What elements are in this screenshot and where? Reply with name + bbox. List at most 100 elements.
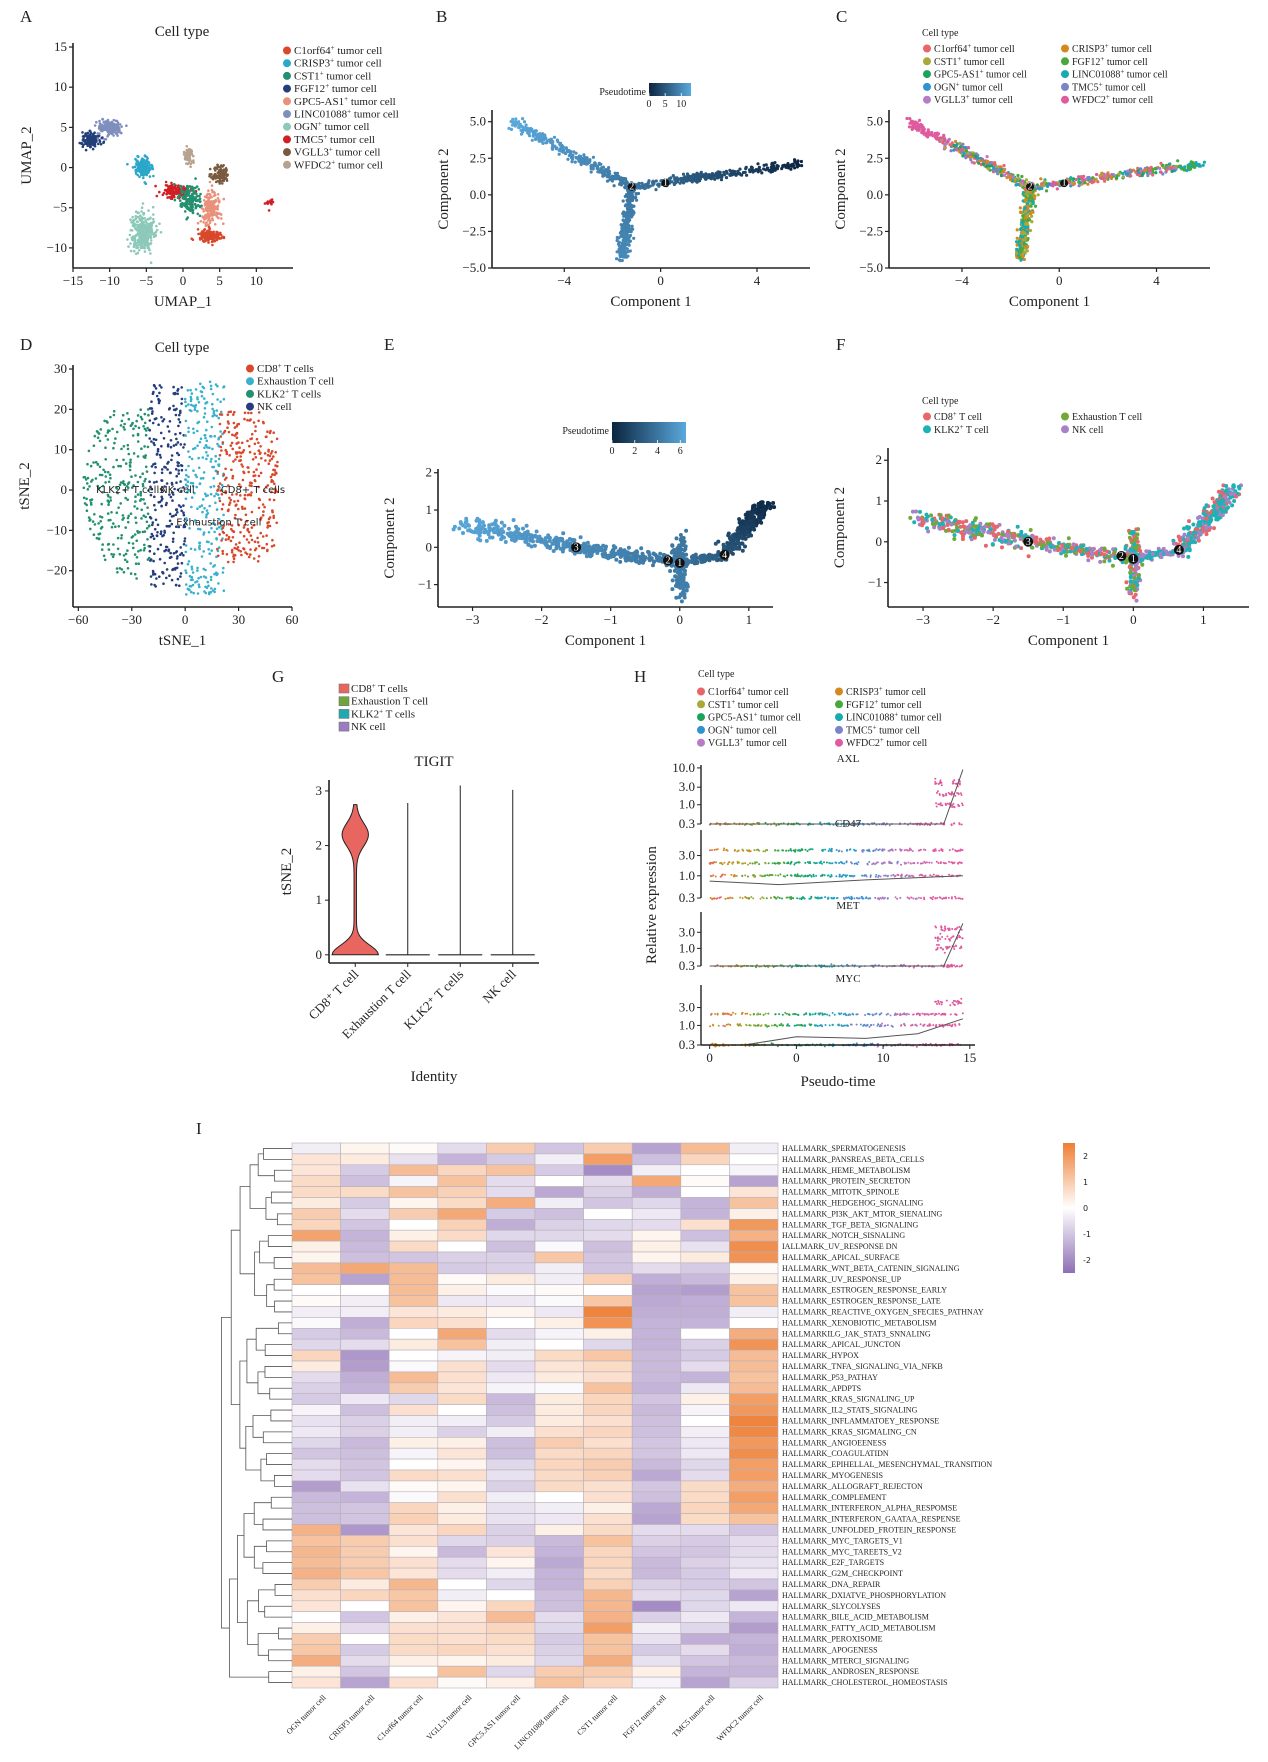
data-point <box>266 548 269 552</box>
data-point <box>152 174 155 178</box>
data-point <box>205 428 208 432</box>
data-point <box>530 138 534 142</box>
legend-swatch <box>1061 82 1069 91</box>
data-point <box>270 480 273 484</box>
data-point <box>214 169 217 172</box>
data-point <box>195 195 198 198</box>
data-point <box>205 439 209 443</box>
data-point <box>536 135 540 139</box>
data-point <box>1033 204 1038 208</box>
data-point <box>178 584 181 587</box>
data-point <box>196 397 199 401</box>
data-point <box>194 388 198 391</box>
x-tick-label: −3 <box>466 612 480 627</box>
data-point <box>132 546 135 550</box>
data-point <box>205 451 208 454</box>
data-point <box>155 417 158 420</box>
data-point <box>189 547 193 551</box>
data-point <box>259 451 262 455</box>
data-point <box>137 211 140 214</box>
data-point <box>758 168 762 172</box>
data-point <box>996 168 1001 172</box>
data-point <box>152 537 156 540</box>
branch-node-label: 2 <box>1028 181 1033 192</box>
data-point <box>138 164 142 168</box>
data-point <box>116 547 120 551</box>
data-point <box>127 452 131 456</box>
data-point <box>155 534 159 537</box>
data-point <box>250 411 253 415</box>
data-point <box>219 430 222 433</box>
data-point <box>1101 177 1105 181</box>
data-point <box>564 151 568 155</box>
y-tick-label: 2 <box>426 465 433 480</box>
data-point <box>112 134 115 137</box>
data-point <box>179 505 183 509</box>
data-point <box>141 173 144 177</box>
data-point <box>196 507 199 511</box>
legend-entry: C1orf64+ tumor cell <box>294 44 382 57</box>
data-point <box>695 178 699 182</box>
data-point <box>517 120 521 124</box>
data-point <box>270 198 274 201</box>
data-point <box>915 128 920 132</box>
data-point <box>100 548 104 551</box>
data-point <box>146 445 150 449</box>
data-point <box>98 140 102 144</box>
data-point <box>745 173 749 177</box>
data-point <box>216 442 219 446</box>
data-point <box>238 541 241 544</box>
data-point <box>192 431 196 435</box>
data-point <box>177 418 181 421</box>
data-point <box>157 401 161 405</box>
data-point <box>668 177 672 181</box>
data-point <box>109 496 112 499</box>
data-point <box>133 218 136 222</box>
y-axis-label: Component 2 <box>833 148 849 229</box>
data-point <box>268 524 272 528</box>
data-point <box>115 567 119 570</box>
colorbar-tick-label: 4 <box>655 446 660 457</box>
legend-swatch <box>246 364 254 373</box>
data-point <box>157 423 160 427</box>
data-point <box>92 461 95 464</box>
data-point <box>184 434 187 437</box>
data-point <box>191 209 194 213</box>
legend-swatch <box>283 59 291 68</box>
data-point <box>710 172 715 176</box>
data-point <box>959 150 964 154</box>
data-point <box>197 420 201 424</box>
x-axis-label: UMAP_1 <box>154 294 212 310</box>
data-point <box>185 571 188 575</box>
x-tick-label: −15 <box>63 273 83 288</box>
data-point <box>218 453 222 457</box>
data-point <box>123 422 126 426</box>
data-point <box>175 481 178 485</box>
data-point <box>209 562 212 565</box>
data-point <box>198 585 201 589</box>
data-point <box>525 129 529 133</box>
legend-entry: CST1+ tumor cell <box>294 69 371 82</box>
data-point <box>625 211 629 215</box>
data-point <box>1153 167 1157 171</box>
data-point <box>234 458 237 461</box>
data-point <box>125 560 129 563</box>
data-point <box>263 452 267 455</box>
data-point <box>112 446 115 450</box>
data-point <box>259 471 263 475</box>
data-point <box>176 461 179 464</box>
data-point <box>196 429 199 433</box>
data-point <box>711 176 715 180</box>
data-point <box>193 408 197 412</box>
data-point <box>184 544 188 547</box>
data-point <box>225 169 228 173</box>
data-point <box>173 182 176 186</box>
data-point <box>176 511 179 514</box>
data-point <box>127 417 131 421</box>
data-point <box>704 175 709 179</box>
data-point <box>126 412 129 415</box>
data-point <box>268 498 272 501</box>
data-point <box>786 163 790 167</box>
data-point <box>104 446 107 450</box>
legend-swatch <box>246 402 254 411</box>
